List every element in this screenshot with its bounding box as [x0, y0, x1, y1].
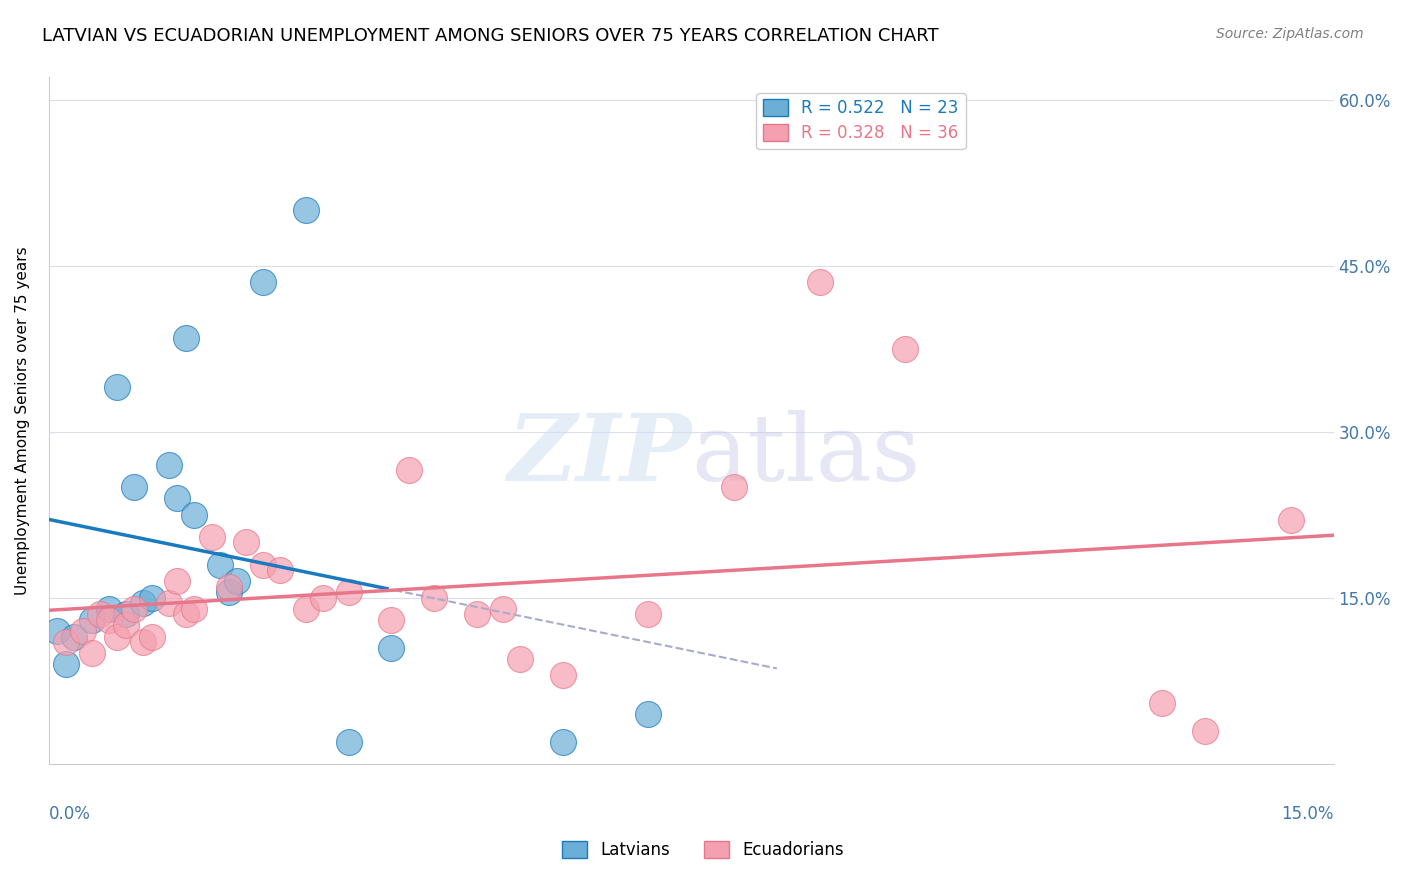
Ecuadorians [312, 591, 335, 605]
Ecuadorians [423, 591, 446, 605]
Ecuadorians [509, 651, 531, 665]
Latvians [174, 330, 197, 344]
Ecuadorians [492, 602, 515, 616]
Ecuadorians [235, 535, 257, 549]
Ecuadorians [105, 630, 128, 644]
Ecuadorians [183, 602, 205, 616]
Text: 0.0%: 0.0% [49, 805, 90, 823]
Latvians [80, 613, 103, 627]
Ecuadorians [72, 624, 94, 638]
Latvians [157, 458, 180, 472]
Ecuadorians [551, 668, 574, 682]
Latvians [294, 203, 316, 218]
Legend: R = 0.522   N = 23, R = 0.328   N = 36: R = 0.522 N = 23, R = 0.328 N = 36 [756, 93, 966, 149]
Latvians [551, 734, 574, 748]
Text: LATVIAN VS ECUADORIAN UNEMPLOYMENT AMONG SENIORS OVER 75 YEARS CORRELATION CHART: LATVIAN VS ECUADORIAN UNEMPLOYMENT AMONG… [42, 27, 939, 45]
Latvians [105, 380, 128, 394]
Latvians [218, 585, 240, 599]
Latvians [252, 275, 274, 289]
Latvians [183, 508, 205, 522]
Text: atlas: atlas [692, 410, 921, 500]
Legend: Latvians, Ecuadorians: Latvians, Ecuadorians [555, 834, 851, 866]
Ecuadorians [337, 585, 360, 599]
Latvians [132, 596, 155, 610]
Ecuadorians [218, 580, 240, 594]
Ecuadorians [1152, 696, 1174, 710]
Ecuadorians [200, 530, 222, 544]
Ecuadorians [1194, 723, 1216, 738]
Ecuadorians [252, 558, 274, 572]
Latvians [115, 607, 138, 622]
Ecuadorians [894, 342, 917, 356]
Y-axis label: Unemployment Among Seniors over 75 years: Unemployment Among Seniors over 75 years [15, 246, 30, 595]
Text: ZIP: ZIP [508, 410, 692, 500]
Ecuadorians [115, 618, 138, 632]
Latvians [46, 624, 69, 638]
Ecuadorians [166, 574, 188, 589]
Ecuadorians [1279, 513, 1302, 527]
Ecuadorians [637, 607, 659, 622]
Ecuadorians [55, 635, 77, 649]
Ecuadorians [269, 563, 291, 577]
Ecuadorians [141, 630, 163, 644]
Latvians [226, 574, 249, 589]
Latvians [209, 558, 232, 572]
Ecuadorians [398, 463, 420, 477]
Text: Source: ZipAtlas.com: Source: ZipAtlas.com [1216, 27, 1364, 41]
Latvians [637, 706, 659, 721]
Latvians [141, 591, 163, 605]
Ecuadorians [723, 480, 745, 494]
Ecuadorians [808, 275, 831, 289]
Latvians [337, 734, 360, 748]
Ecuadorians [97, 613, 120, 627]
Ecuadorians [80, 646, 103, 660]
Latvians [55, 657, 77, 672]
Ecuadorians [89, 607, 111, 622]
Latvians [63, 630, 86, 644]
Text: 15.0%: 15.0% [1281, 805, 1334, 823]
Latvians [97, 602, 120, 616]
Ecuadorians [465, 607, 488, 622]
Ecuadorians [380, 613, 402, 627]
Ecuadorians [294, 602, 316, 616]
Ecuadorians [132, 635, 155, 649]
Latvians [380, 640, 402, 655]
Latvians [166, 491, 188, 505]
Ecuadorians [124, 602, 146, 616]
Ecuadorians [174, 607, 197, 622]
Ecuadorians [157, 596, 180, 610]
Latvians [124, 480, 146, 494]
